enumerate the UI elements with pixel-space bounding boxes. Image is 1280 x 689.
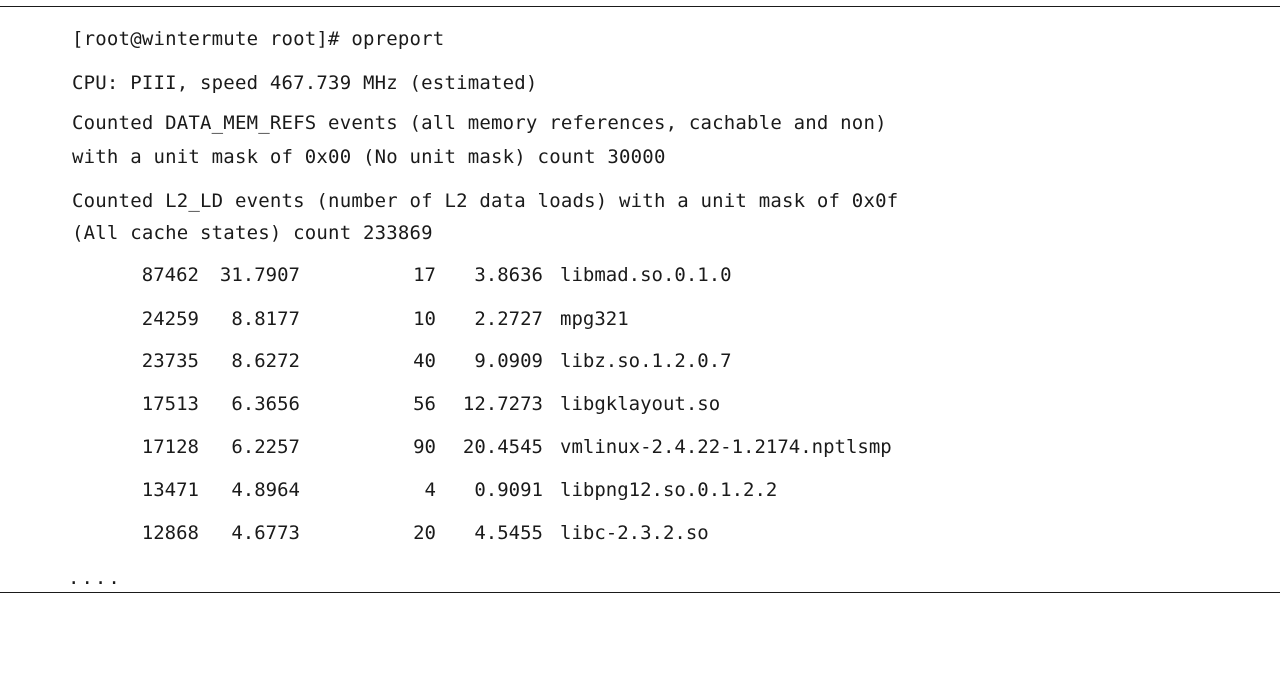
event2-description-line2: (All cache states) count 233869: [72, 222, 433, 244]
image-name: vmlinux-2.4.22-1.2174.nptlsmp: [560, 436, 892, 458]
samples-percent: 6.3656: [231, 393, 300, 415]
samples-percent: 6.2257: [231, 436, 300, 458]
samples-count-secondary: 40: [413, 350, 436, 372]
table-row: 13471 4.8964 4 0.9091 libpng12.so.0.1.2.…: [0, 478, 1280, 502]
samples-count: 24259: [141, 308, 199, 330]
samples-percent-secondary: 9.0909: [474, 350, 543, 372]
image-name: libc-2.3.2.so: [560, 522, 709, 544]
samples-percent-secondary: 4.5455: [474, 522, 543, 544]
command-prompt-line: [root@wintermute root]# opreport: [72, 28, 445, 50]
image-name: mpg321: [560, 308, 629, 330]
samples-percent-secondary: 0.9091: [474, 479, 543, 501]
samples-count-secondary: 90: [413, 436, 436, 458]
image-name: libmad.so.0.1.0: [560, 264, 732, 286]
table-row: 17128 6.2257 90 20.4545 vmlinux-2.4.22-1…: [0, 435, 1280, 459]
event1-description-line1: Counted DATA_MEM_REFS events (all memory…: [72, 112, 887, 134]
samples-percent: 8.8177: [231, 308, 300, 330]
samples-count: 13471: [141, 479, 199, 501]
samples-percent-secondary: 2.2727: [474, 308, 543, 330]
samples-percent: 31.7907: [219, 264, 300, 286]
samples-count-secondary: 56: [413, 393, 436, 415]
samples-count-secondary: 10: [413, 308, 436, 330]
table-row: 24259 8.8177 10 2.2727 mpg321: [0, 307, 1280, 331]
samples-count: 17513: [141, 393, 199, 415]
samples-percent: 4.8964: [231, 479, 300, 501]
image-name: libgklayout.so: [560, 393, 721, 415]
samples-percent-secondary: 20.4545: [462, 436, 543, 458]
event1-description-line2: with a unit mask of 0x00 (No unit mask) …: [72, 146, 666, 168]
table-row: 23735 8.6272 40 9.0909 libz.so.1.2.0.7: [0, 349, 1280, 373]
table-row: 87462 31.7907 17 3.8636 libmad.so.0.1.0: [0, 263, 1280, 287]
event2-description-line1: Counted L2_LD events (number of L2 data …: [72, 190, 899, 212]
samples-percent-secondary: 12.7273: [462, 393, 543, 415]
cpu-info-line: CPU: PIII, speed 467.739 MHz (estimated): [72, 72, 538, 94]
output-ellipsis: ....: [68, 567, 122, 589]
samples-count: 17128: [141, 436, 199, 458]
samples-count-secondary: 17: [413, 264, 436, 286]
table-row: 12868 4.6773 20 4.5455 libc-2.3.2.so: [0, 521, 1280, 545]
image-name: libpng12.so.0.1.2.2: [560, 479, 778, 501]
terminal-output: [root@wintermute root]# opreport CPU: PI…: [0, 6, 1280, 593]
samples-count: 12868: [141, 522, 199, 544]
samples-percent: 8.6272: [231, 350, 300, 372]
samples-percent-secondary: 3.8636: [474, 264, 543, 286]
samples-count: 23735: [141, 350, 199, 372]
samples-count: 87462: [141, 264, 199, 286]
samples-count-secondary: 4: [424, 479, 436, 501]
samples-count-secondary: 20: [413, 522, 436, 544]
samples-percent: 4.6773: [231, 522, 300, 544]
image-name: libz.so.1.2.0.7: [560, 350, 732, 372]
table-row: 17513 6.3656 56 12.7273 libgklayout.so: [0, 392, 1280, 416]
